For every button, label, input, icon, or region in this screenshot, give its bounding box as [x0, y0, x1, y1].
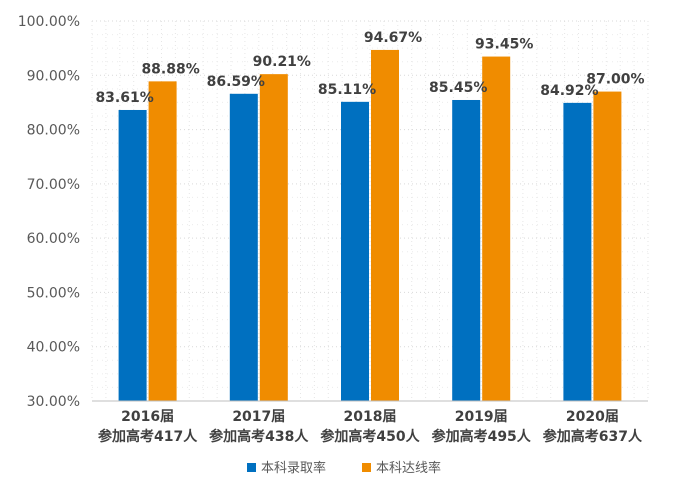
legend-swatch [247, 463, 256, 472]
legend-label: 本科录取率 [261, 460, 326, 476]
bar-admission-rate [229, 93, 258, 401]
x-category-label: 2020届 [566, 409, 619, 425]
x-category-label: 2016届 [121, 409, 174, 425]
data-label: 93.45% [475, 37, 533, 53]
legend-label: 本科达线率 [376, 460, 441, 476]
bar-admission-rate [563, 102, 592, 401]
data-label: 86.59% [207, 74, 265, 90]
data-label: 88.88% [141, 61, 199, 77]
y-tick-label: 100.00% [18, 14, 80, 30]
y-axis-ticks: 30.00% 40.00% 50.00% 60.00% 70.00% 80.00% 90.0… [18, 14, 80, 410]
bar-admission-rate [341, 101, 369, 402]
y-tick-label: 80.00% [27, 123, 80, 139]
x-category-label: 2017届 [232, 409, 285, 425]
bar-qualify-rate [593, 91, 622, 402]
x-category-sublabel: 参加高考417人 [98, 428, 198, 445]
x-category-label: 2019届 [455, 409, 508, 425]
data-label: 87.00% [586, 72, 644, 88]
y-tick-label: 40.00% [27, 340, 80, 356]
data-label: 94.67% [364, 30, 422, 46]
y-tick-label: 50.00% [27, 285, 80, 301]
x-category-sublabel: 参加高考450人 [320, 428, 420, 445]
x-category-label: 2018届 [344, 409, 397, 425]
bar-qualify-rate [371, 49, 399, 401]
bar-qualify-rate [148, 81, 177, 401]
data-label: 90.21% [253, 54, 311, 70]
legend: 本科录取率 本科达线率 [247, 460, 441, 476]
y-tick-label: 90.00% [27, 68, 80, 84]
y-tick-label: 60.00% [27, 231, 80, 247]
bar-admission-rate [452, 99, 481, 401]
x-category-sublabel: 参加高考495人 [432, 428, 532, 445]
bar-admission-rate [118, 109, 147, 401]
bars [118, 49, 622, 402]
bar-qualify-rate [259, 74, 288, 401]
legend-swatch [362, 463, 371, 472]
data-label: 85.45% [429, 80, 487, 96]
bar-qualify-rate [482, 56, 511, 402]
data-label: 83.61% [95, 90, 153, 106]
data-label: 85.11% [318, 82, 376, 98]
x-category-sublabel: 参加高考438人 [209, 428, 309, 445]
x-category-sublabel: 参加高考637人 [543, 428, 643, 445]
data-label: 84.92% [540, 83, 598, 99]
data-labels: 83.61% 88.88% 86.59% 90.21% 85.11% 94.67% 85.4… [95, 30, 644, 106]
y-tick-label: 70.00% [27, 177, 80, 193]
y-tick-label: 30.00% [27, 394, 80, 410]
